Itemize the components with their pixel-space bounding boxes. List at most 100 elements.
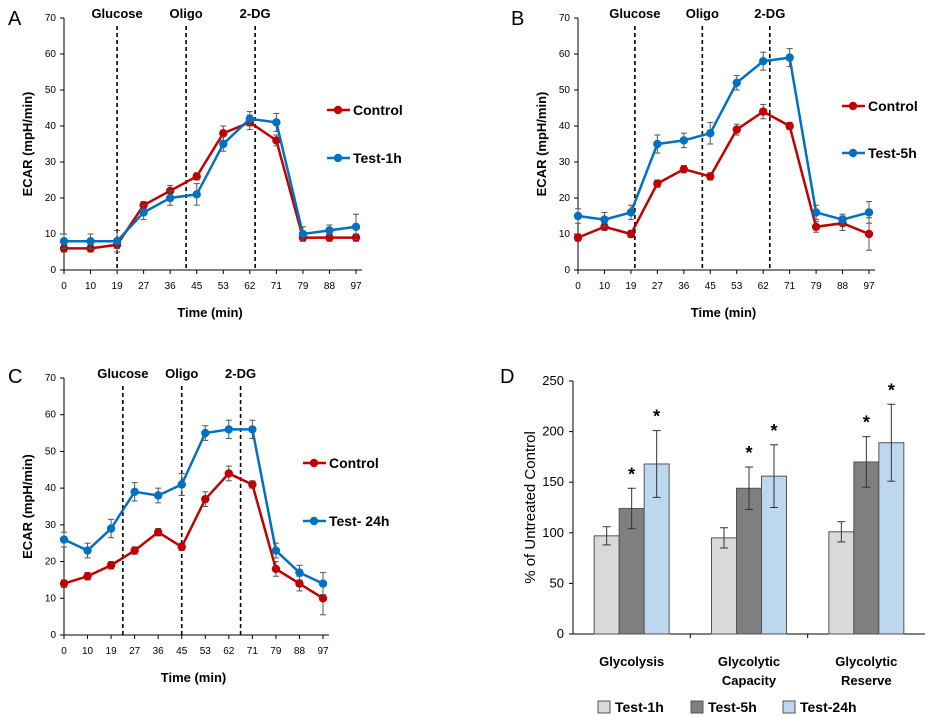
panel-c: C 0 10 20 30 40 50 60 70 0 10 19 27 36 45 53 62 71 79 88 97 T… <box>8 366 389 685</box>
event-label: 2-DG <box>754 6 785 21</box>
panel-label: B <box>511 8 524 30</box>
y-tick-label: 0 <box>564 265 570 276</box>
bar <box>736 487 762 635</box>
x-tick-label: 10 <box>82 646 94 657</box>
y-tick-label: 70 <box>45 13 57 24</box>
data-point <box>224 469 234 478</box>
x-tick-label: 36 <box>165 281 177 292</box>
data-point <box>679 165 689 174</box>
data-point <box>811 208 821 217</box>
x-tick-label: 53 <box>731 281 743 292</box>
bar <box>618 508 645 635</box>
category-label: Glycolytic <box>835 654 897 669</box>
legend-label: Test-5h <box>868 145 917 161</box>
data-point <box>248 480 257 489</box>
panel-b: B 0 10 20 30 40 50 60 70 0 10 19 27 36 45 53 62 71 79 88 97 T… <box>511 6 918 320</box>
x-tick-label: 0 <box>575 281 581 292</box>
significance-mark: * <box>628 464 635 484</box>
data-point <box>201 428 210 438</box>
category-label: Reserve <box>841 673 892 688</box>
x-tick-label: 71 <box>247 646 259 657</box>
x-tick-label: 62 <box>223 646 235 657</box>
x-tick-label: 45 <box>191 281 203 292</box>
data-point <box>271 546 281 555</box>
y-tick-label: 30 <box>45 520 57 531</box>
data-point <box>272 136 281 145</box>
legend-label: Control <box>868 98 918 114</box>
event-label: 2-DG <box>240 6 271 21</box>
data-point <box>600 215 609 224</box>
data-point <box>86 237 95 246</box>
data-point <box>318 594 328 603</box>
y-axis-title: ECAR (mpH/min) <box>534 92 549 197</box>
event-label: Oligo <box>169 6 202 21</box>
y-tick-label: 70 <box>559 13 571 24</box>
series-line <box>64 117 357 243</box>
x-tick-label: 97 <box>350 281 362 292</box>
data-point <box>325 226 334 235</box>
data-point <box>192 190 201 199</box>
significance-mark: * <box>863 413 870 433</box>
x-tick-label: 0 <box>61 281 67 292</box>
event-label: Glucose <box>97 366 148 381</box>
y-tick-label: 50 <box>550 575 564 590</box>
data-point <box>83 546 92 555</box>
series-line <box>63 428 324 585</box>
y-tick-label: 150 <box>542 474 564 489</box>
category-label: Glycolysis <box>599 654 664 669</box>
x-tick-label: 45 <box>176 646 188 657</box>
legend-swatch <box>597 700 611 714</box>
data-point <box>864 229 874 239</box>
x-axis-title: Time (min) <box>177 305 243 320</box>
data-point <box>706 129 715 138</box>
legend-label: Test-1h <box>615 699 664 715</box>
series-line <box>577 56 870 221</box>
x-tick-label: 71 <box>784 281 796 292</box>
x-tick-label: 19 <box>625 281 637 292</box>
y-tick-label: 250 <box>542 373 564 388</box>
significance-mark: * <box>745 443 752 463</box>
data-point <box>295 568 304 577</box>
data-point <box>732 78 741 88</box>
legend-label: Test- 24h <box>329 513 389 529</box>
y-tick-label: 40 <box>559 121 571 132</box>
y-tick-label: 20 <box>45 557 57 568</box>
data-point <box>811 222 821 231</box>
data-point <box>219 129 228 138</box>
data-point <box>626 229 636 239</box>
legend-swatch <box>782 700 796 714</box>
data-point <box>83 572 92 581</box>
x-axis-title: Time (min) <box>691 305 757 320</box>
panel-a: A 0 10 20 30 40 50 60 70 0 10 19 27 36 45 53 62 71 79 88 97 T… <box>8 6 403 320</box>
significance-mark: * <box>888 380 895 400</box>
data-point <box>318 579 328 588</box>
y-axis-title: ECAR (mpH/min) <box>20 92 35 197</box>
significance-mark: * <box>653 407 660 427</box>
y-tick-label: 30 <box>559 157 571 168</box>
event-label: 2-DG <box>225 366 256 381</box>
legend-label: Test-1h <box>353 150 402 166</box>
x-tick-label: 62 <box>758 281 770 292</box>
y-axis-title: ECAR (mpH/min) <box>20 454 35 559</box>
y-tick-label: 20 <box>45 193 57 204</box>
bar <box>853 461 880 635</box>
x-tick-label: 97 <box>863 281 875 292</box>
panel-label: A <box>8 8 22 30</box>
data-point <box>139 208 148 217</box>
data-point <box>626 208 636 217</box>
panel-label: D <box>500 366 514 388</box>
legend-label: Control <box>353 102 403 118</box>
data-point <box>838 215 847 224</box>
data-point <box>351 222 361 231</box>
legend-label: Test-5h <box>708 699 757 715</box>
y-tick-label: 60 <box>559 49 571 60</box>
legend-swatch <box>690 700 704 714</box>
x-tick-label: 45 <box>705 281 717 292</box>
x-tick-label: 71 <box>271 281 283 292</box>
legend-swatch-marker <box>333 153 343 163</box>
y-axis-title: % of Untreated Control <box>522 431 539 584</box>
series-line <box>577 110 870 239</box>
category-label: Capacity <box>722 673 777 688</box>
legend-swatch-marker <box>848 101 858 111</box>
legend-swatch-marker <box>309 458 319 468</box>
